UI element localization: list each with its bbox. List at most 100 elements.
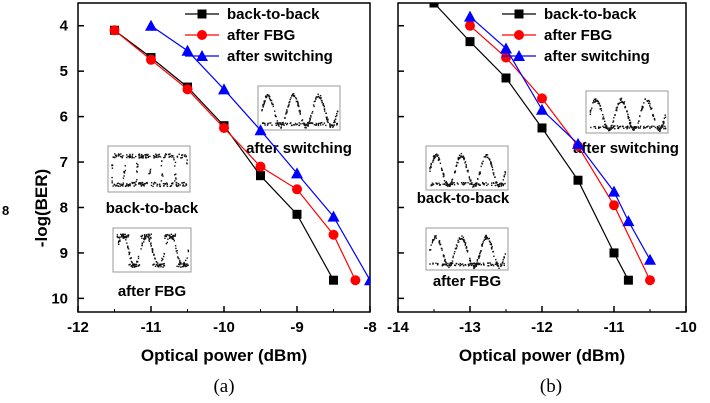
eye-dot <box>171 238 174 240</box>
eye-dot <box>160 266 162 268</box>
eye-dot <box>492 264 495 267</box>
data-point <box>501 73 511 83</box>
data-point <box>291 167 303 179</box>
eye-dot <box>268 97 271 100</box>
eye-dot <box>611 124 613 127</box>
eye-dot <box>168 156 170 158</box>
eye-dot <box>460 155 462 157</box>
eye-dot <box>127 235 130 237</box>
eye-dot <box>131 155 133 157</box>
eye-dot <box>313 100 316 103</box>
eye-dot <box>613 117 615 119</box>
eye-dot <box>447 184 449 186</box>
eye-dot <box>264 96 267 98</box>
eye-dot <box>336 113 338 115</box>
eye-dot <box>169 234 171 236</box>
eye-dot <box>304 124 306 126</box>
eye-dot <box>282 121 284 124</box>
eye-dot <box>597 102 600 104</box>
eye-dot <box>161 263 163 265</box>
eye-dot <box>125 239 127 241</box>
eye-dot <box>123 175 125 177</box>
eye-dot <box>624 106 627 109</box>
eye-dot <box>148 240 151 243</box>
eye-dot <box>482 182 484 184</box>
eye-dot <box>429 166 431 169</box>
eye-dot <box>445 264 448 266</box>
series-after-FBG <box>109 25 361 286</box>
eye-dot <box>598 102 601 105</box>
eye-dot <box>116 182 119 185</box>
eye-dot <box>457 162 459 164</box>
eye-dot <box>438 240 441 242</box>
eye-dot <box>135 180 137 183</box>
eye-dot <box>121 235 123 238</box>
eye-dot <box>166 185 169 187</box>
eye-dot <box>482 160 484 163</box>
eye-dot <box>169 155 171 158</box>
eye-dot <box>494 176 496 178</box>
eye-dot <box>592 102 594 104</box>
eye-dot <box>446 185 449 187</box>
eye-dot <box>318 96 320 99</box>
eye-dot <box>657 128 659 130</box>
legend-label: after FBG <box>227 27 295 44</box>
eye-dot <box>612 127 614 129</box>
eye-dot <box>152 264 154 266</box>
series-line <box>469 25 651 281</box>
eye-dot <box>481 163 484 165</box>
eye-dot <box>493 174 495 176</box>
eye-dot <box>326 118 328 120</box>
eye-dot <box>124 185 127 187</box>
eye-dot <box>610 126 612 128</box>
eye-dot <box>435 262 437 264</box>
eye-dot <box>117 236 119 239</box>
eye-dot <box>262 105 264 107</box>
eye-dot <box>277 122 280 124</box>
eye-dot <box>181 156 183 159</box>
eye-dot <box>468 265 470 267</box>
eye-dot <box>130 265 132 267</box>
eye-dot <box>148 173 150 175</box>
eye-dot <box>464 182 466 184</box>
eye-dot <box>153 254 155 256</box>
eye-dot <box>602 118 604 120</box>
eye-dot <box>174 161 177 164</box>
eye-dot <box>641 106 643 108</box>
eye-dot <box>121 157 123 159</box>
eye-dot <box>469 257 471 259</box>
eye-dot <box>441 247 443 250</box>
eye-dot <box>662 123 665 125</box>
eye-dot <box>461 155 463 157</box>
eye-dot <box>495 181 497 183</box>
eye-dot <box>475 185 477 187</box>
eye-dot <box>161 257 163 260</box>
eye-dot <box>649 106 652 109</box>
eye-dot <box>461 156 464 158</box>
eye-dot <box>280 126 282 129</box>
data-point <box>292 184 302 195</box>
eye-dot <box>492 263 494 266</box>
x-tick-label: -10 <box>213 319 235 336</box>
eye-dot <box>309 122 311 124</box>
eye-dot <box>122 155 124 157</box>
eye-dot <box>599 108 601 110</box>
eye-dot <box>150 237 152 239</box>
eye-dot <box>132 182 134 185</box>
eye-dot <box>173 240 175 242</box>
eye-dot <box>114 156 116 159</box>
eye-dot <box>148 237 150 239</box>
eye-dot <box>471 262 473 265</box>
eye-dot <box>163 262 165 265</box>
eye-dot <box>162 266 164 268</box>
eye-dot <box>334 121 336 123</box>
eye-dot <box>136 260 138 263</box>
eye-dot <box>309 117 311 120</box>
data-point <box>537 123 547 133</box>
eye-dot <box>477 262 479 264</box>
eye-dot <box>308 121 310 124</box>
eye-dot <box>457 183 459 185</box>
eye-dot <box>605 126 607 129</box>
eye-dot <box>642 127 645 129</box>
eye-dot <box>633 126 636 129</box>
